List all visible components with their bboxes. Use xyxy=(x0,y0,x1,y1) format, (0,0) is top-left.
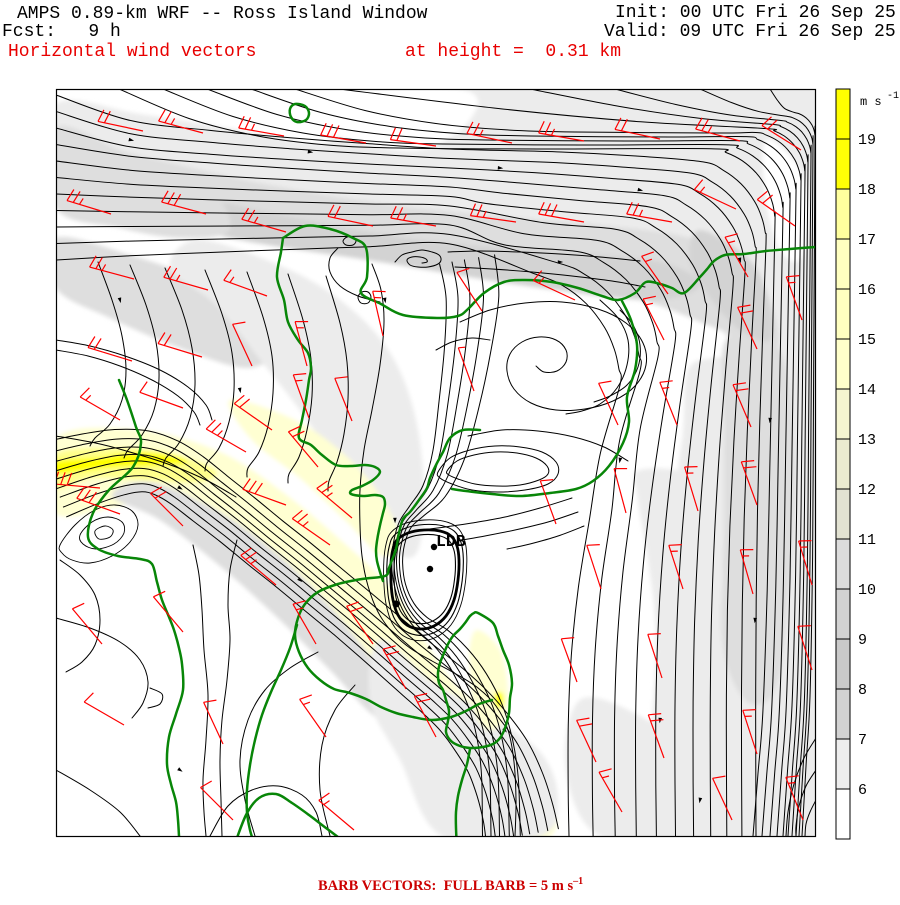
svg-text:8: 8 xyxy=(858,682,867,699)
svg-text:10: 10 xyxy=(858,582,876,599)
svg-text:m s: m s xyxy=(860,95,882,109)
svg-text:18: 18 xyxy=(858,182,876,199)
svg-text:6: 6 xyxy=(858,782,867,799)
svg-text:16: 16 xyxy=(858,282,876,299)
svg-text:19: 19 xyxy=(858,132,876,149)
svg-text:14: 14 xyxy=(858,382,876,399)
svg-text:9: 9 xyxy=(858,632,867,649)
svg-text:17: 17 xyxy=(858,232,876,249)
svg-text:15: 15 xyxy=(858,332,876,349)
svg-text:12: 12 xyxy=(858,482,876,499)
svg-text:-1: -1 xyxy=(887,91,899,102)
svg-text:7: 7 xyxy=(858,732,867,749)
svg-text:13: 13 xyxy=(858,432,876,449)
svg-text:LDB: LDB xyxy=(436,532,466,551)
svg-text:11: 11 xyxy=(858,532,876,549)
